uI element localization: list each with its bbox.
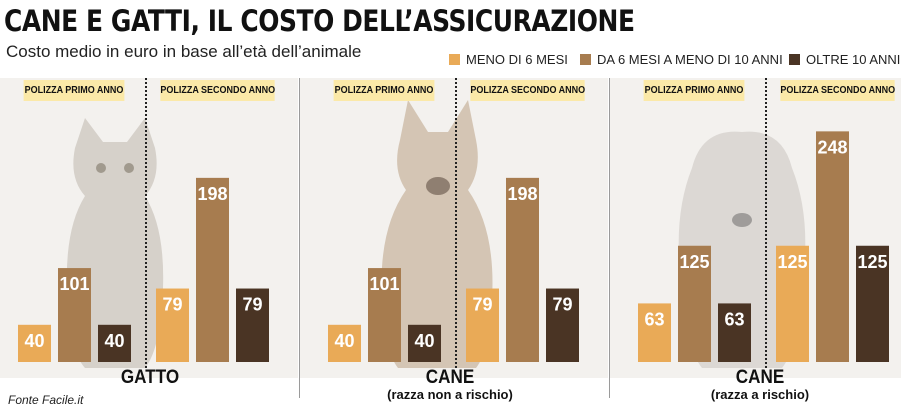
legend-label: MENO DI 6 MESI (466, 51, 568, 67)
bar (856, 245, 889, 362)
bar-value-label: 198 (197, 184, 227, 204)
bar (58, 268, 91, 362)
bar (678, 245, 711, 362)
bar (638, 303, 671, 362)
legend-swatch (789, 53, 800, 65)
bar (718, 303, 751, 362)
bar-value-label: 101 (369, 274, 399, 294)
source-note: Fonte Facile.it (8, 393, 84, 407)
panel-divider (609, 78, 610, 398)
bar (328, 324, 361, 362)
panel-title-cat: GATTO (120, 367, 180, 388)
bar (408, 324, 441, 362)
legend-swatch (449, 53, 460, 65)
bar (466, 288, 499, 362)
group-divider (145, 78, 147, 368)
panel-subtitle-dog-risk: (razza a rischio) (710, 387, 810, 402)
bar-value-label: 40 (24, 331, 44, 351)
panel-subtitle-dog: (razza non a rischio) (387, 387, 513, 402)
bar (776, 245, 809, 362)
bar-value-label: 125 (679, 252, 709, 272)
bar-value-label: 248 (817, 137, 847, 157)
chart-subtitle: Costo medio in euro in base all’età dell… (6, 42, 362, 61)
bar (816, 131, 849, 362)
bar-value-label: 125 (857, 252, 887, 272)
legend-item-over-10-years: OLTRE 10 ANNI (789, 51, 900, 67)
panel-title-dog: CANE (425, 367, 475, 388)
bar (156, 288, 189, 362)
bar-value-label: 40 (334, 331, 354, 351)
group-chip-first-year: POLIZZA PRIMO ANNO (23, 80, 125, 101)
group-chip-second-year: POLIZZA SECONDO ANNO (780, 80, 895, 101)
bar-value-label: 40 (414, 331, 434, 351)
group-chip-first-year: POLIZZA PRIMO ANNO (643, 80, 745, 101)
legend-label: OLTRE 10 ANNI (806, 51, 901, 67)
group-divider (455, 78, 457, 368)
legend-label: DA 6 MESI A MENO DI 10 ANNI (597, 51, 783, 67)
bar (506, 177, 539, 362)
panel-title-dog-risk: CANE (735, 367, 785, 388)
bar-value-label: 79 (472, 295, 492, 315)
bar (368, 268, 401, 362)
bar (18, 324, 51, 362)
chart-title: CANE E GATTI, IL COSTO DELL’ASSICURAZION… (4, 4, 635, 38)
group-chip-second-year: POLIZZA SECONDO ANNO (470, 80, 585, 101)
legend-item-6-months-to-10-years: DA 6 MESI A MENO DI 10 ANNI (580, 51, 783, 67)
bar-value-label: 79 (162, 295, 182, 315)
bar (196, 177, 229, 362)
legend-swatch (580, 53, 591, 65)
bar-value-label: 40 (104, 331, 124, 351)
bar-value-label: 79 (242, 295, 262, 315)
bar-value-label: 63 (724, 309, 744, 329)
panel-divider (299, 78, 300, 398)
bar-value-label: 79 (552, 295, 572, 315)
bar-value-label: 125 (777, 252, 807, 272)
group-chip-first-year: POLIZZA PRIMO ANNO (333, 80, 435, 101)
bar-value-label: 63 (644, 309, 664, 329)
legend-item-under-6-months: MENO DI 6 MESI (449, 51, 568, 67)
bar (236, 288, 269, 362)
group-divider (765, 78, 767, 368)
bar-value-label: 198 (507, 184, 537, 204)
bar-value-label: 101 (59, 274, 89, 294)
dog-photo-icon (381, 100, 493, 368)
bar (546, 288, 579, 362)
group-chip-second-year: POLIZZA SECONDO ANNO (160, 80, 275, 101)
bar (98, 324, 131, 362)
